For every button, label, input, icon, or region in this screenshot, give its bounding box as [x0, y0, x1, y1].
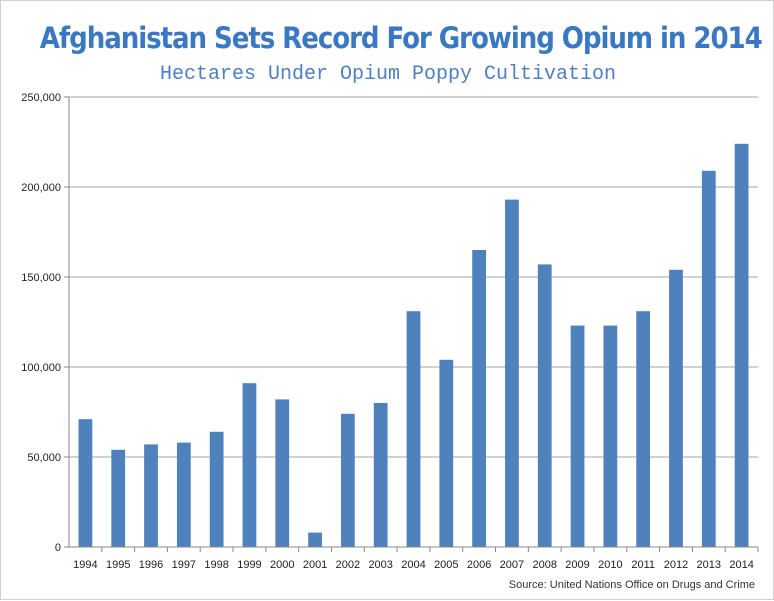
x-tick-label: 1994: [73, 559, 97, 571]
x-tick-label: 2004: [401, 559, 425, 571]
bar: [472, 250, 487, 547]
bar: [176, 442, 191, 547]
bar: [701, 170, 716, 548]
x-tick-label: 2014: [729, 559, 753, 571]
x-tick-label: 2009: [565, 559, 589, 571]
bar: [505, 199, 519, 547]
y-tick-label: 200,000: [21, 182, 61, 194]
bar: [308, 532, 322, 547]
bar: [406, 311, 421, 547]
bar: [636, 311, 651, 547]
bars: [78, 143, 749, 548]
x-tick-label: 2003: [368, 559, 392, 571]
x-tick-label: 1999: [237, 559, 261, 571]
y-tick-label: 150,000: [21, 272, 61, 284]
bar: [111, 449, 126, 547]
y-tick-label: 0: [55, 542, 61, 554]
y-axis: 0 50,000 100,000 150,000 200,000 250,000: [21, 92, 70, 554]
bar: [669, 269, 683, 547]
x-tick-label: 2000: [270, 559, 294, 571]
bar: [603, 325, 618, 547]
x-tick-label: 1997: [172, 559, 196, 571]
bar: [275, 399, 290, 547]
bar: [570, 325, 585, 547]
x-tick-label: 1998: [204, 559, 228, 571]
chart-subtitle: Hectares Under Opium Poppy Cultivation: [159, 63, 617, 86]
x-tick-label: 2012: [664, 559, 688, 571]
y-tick-label: 250,000: [21, 92, 61, 104]
x-tick-label: 1995: [106, 559, 130, 571]
bar: [144, 444, 158, 547]
source-note: Source: United Nations Office on Drugs a…: [508, 579, 755, 591]
x-axis: 1994 1995 1996 1997 1998 1999 2000 2001 2002 2003…: [69, 546, 759, 571]
x-tick-label: 2007: [500, 559, 524, 571]
x-tick-label: 2002: [336, 559, 360, 571]
bar: [340, 413, 355, 547]
x-tick-label: 2005: [434, 559, 458, 571]
y-tick-label: 50,000: [27, 452, 61, 464]
bar: [78, 419, 93, 547]
x-tick-label: 2010: [598, 559, 622, 571]
bar: [242, 383, 257, 547]
x-tick-label: 2011: [631, 559, 655, 571]
chart-title: Afghanistan Sets Record For Growing Opiu…: [39, 21, 763, 55]
x-tick-label: 2006: [467, 559, 491, 571]
bar: [373, 403, 388, 547]
x-tick-label: 2001: [303, 559, 327, 571]
bar: [439, 359, 454, 547]
bar: [734, 143, 749, 548]
bar: [209, 431, 224, 547]
x-tick-label: 1996: [139, 559, 163, 571]
bar: [537, 264, 552, 547]
x-tick-label: 2013: [697, 559, 721, 571]
y-tick-label: 100,000: [21, 362, 61, 374]
x-tick-label: 2008: [532, 559, 556, 571]
